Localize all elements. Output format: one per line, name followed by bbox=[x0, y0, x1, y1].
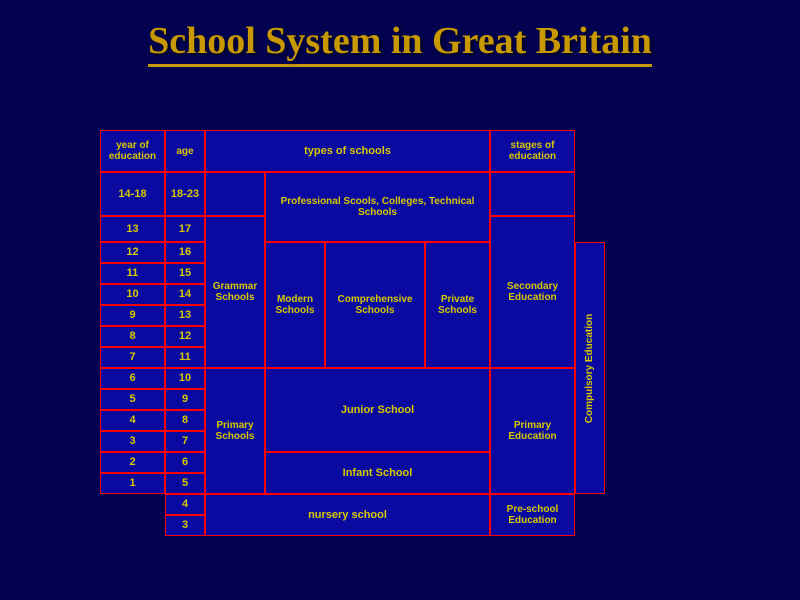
types-post-left bbox=[205, 172, 265, 216]
age-post: 18-23 bbox=[165, 172, 205, 216]
year-8: 8 bbox=[100, 326, 165, 347]
header-age: age bbox=[165, 130, 205, 172]
year-13: 13 bbox=[100, 216, 165, 242]
private-schools: Private Schools bbox=[425, 242, 490, 368]
page-title: School System in Great Britain bbox=[0, 0, 800, 62]
age-16: 16 bbox=[165, 242, 205, 263]
age-8: 8 bbox=[165, 410, 205, 431]
grammar-schools: Grammar Schools bbox=[205, 216, 265, 368]
compulsory-education: Compulsory Education bbox=[575, 242, 605, 494]
stages-post bbox=[490, 172, 575, 216]
secondary-education: Secondary Education bbox=[490, 216, 575, 368]
primary-education: Primary Education bbox=[490, 368, 575, 494]
primary-schools: Primary Schools bbox=[205, 368, 265, 494]
age-4: 4 bbox=[165, 494, 205, 515]
types-post-label: Professional Scools, Colleges, Technical… bbox=[265, 172, 490, 242]
year-9: 9 bbox=[100, 305, 165, 326]
header-types: types of schools bbox=[205, 130, 490, 172]
year-6: 6 bbox=[100, 368, 165, 389]
age-14: 14 bbox=[165, 284, 205, 305]
age-11: 11 bbox=[165, 347, 205, 368]
age-15: 15 bbox=[165, 263, 205, 284]
header-year: year of education bbox=[100, 130, 165, 172]
age-6: 6 bbox=[165, 452, 205, 473]
year-7: 7 bbox=[100, 347, 165, 368]
age-5: 5 bbox=[165, 473, 205, 494]
modern-schools: Modern Schools bbox=[265, 242, 325, 368]
year-3: 3 bbox=[100, 431, 165, 452]
year-12: 12 bbox=[100, 242, 165, 263]
age-12: 12 bbox=[165, 326, 205, 347]
year-10: 10 bbox=[100, 284, 165, 305]
preschool-education: Pre-school Education bbox=[490, 494, 575, 536]
year-5: 5 bbox=[100, 389, 165, 410]
age-13: 13 bbox=[165, 305, 205, 326]
age-3: 3 bbox=[165, 515, 205, 536]
age-10: 10 bbox=[165, 368, 205, 389]
header-stages: stages of education bbox=[490, 130, 575, 172]
year-1: 1 bbox=[100, 473, 165, 494]
year-4: 4 bbox=[100, 410, 165, 431]
nursery-school: nursery school bbox=[205, 494, 490, 536]
infant-school: Infant School bbox=[265, 452, 490, 494]
age-7: 7 bbox=[165, 431, 205, 452]
junior-school: Junior School bbox=[265, 368, 490, 452]
year-post: 14-18 bbox=[100, 172, 165, 216]
year-2: 2 bbox=[100, 452, 165, 473]
year-11: 11 bbox=[100, 263, 165, 284]
age-9: 9 bbox=[165, 389, 205, 410]
age-17: 17 bbox=[165, 216, 205, 242]
comprehensive-schools: Comprehensive Schools bbox=[325, 242, 425, 368]
title-text: School System in Great Britain bbox=[148, 20, 652, 67]
